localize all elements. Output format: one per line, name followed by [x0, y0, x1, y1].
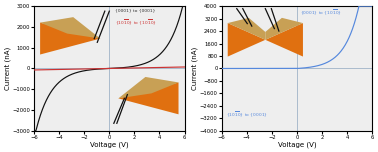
Polygon shape: [228, 18, 265, 40]
Polygon shape: [118, 82, 178, 114]
Polygon shape: [118, 77, 178, 98]
Text: {0001} to {0001}: {0001} to {0001}: [115, 9, 156, 13]
Polygon shape: [265, 18, 303, 40]
Polygon shape: [228, 23, 265, 57]
Text: $\{10\overline{1}0\}$ to $\{10\overline{1}0\}$: $\{10\overline{1}0\}$ to $\{10\overline{…: [115, 19, 157, 27]
Polygon shape: [40, 17, 100, 39]
Text: $\{10\overline{1}0\}$ to $\{0001\}$: $\{10\overline{1}0\}$ to $\{0001\}$: [226, 111, 268, 119]
Y-axis label: Current (nA): Current (nA): [4, 47, 11, 90]
Polygon shape: [40, 23, 100, 55]
X-axis label: Voltage (V): Voltage (V): [277, 141, 316, 148]
Text: $\{0001\}$ to $\{10\overline{1}0\}$: $\{0001\}$ to $\{10\overline{1}0\}$: [300, 9, 342, 17]
Polygon shape: [265, 23, 303, 57]
Y-axis label: Current (nA): Current (nA): [192, 47, 198, 90]
X-axis label: Voltage (V): Voltage (V): [90, 141, 129, 148]
